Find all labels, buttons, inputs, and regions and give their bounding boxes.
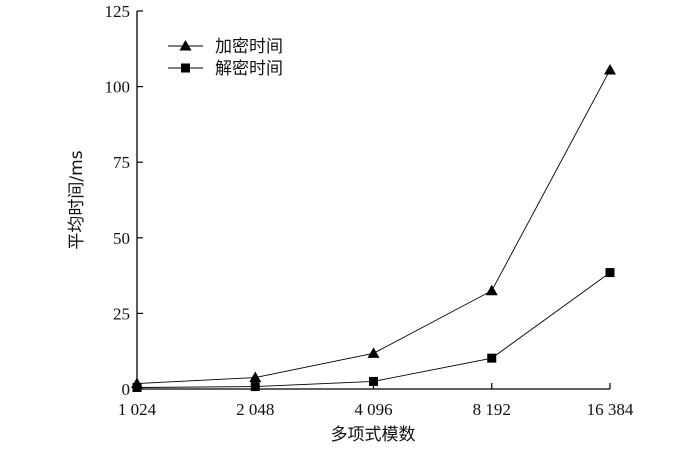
data-point [132, 382, 142, 392]
data-point [604, 63, 616, 75]
y-tick-label: 75 [113, 153, 130, 172]
y-tick-label: 25 [113, 304, 130, 323]
series-1 [131, 63, 616, 389]
y-tick-label: 50 [113, 229, 130, 248]
x-tick-label: 8 192 [473, 400, 511, 419]
y-axis-title: 平均时间/ms [67, 150, 87, 249]
legend-marker [179, 40, 192, 51]
series-2 [132, 268, 615, 392]
y-tick-label: 100 [105, 78, 131, 97]
series-line [136, 272, 611, 388]
data-point [487, 353, 497, 363]
legend-marker [181, 63, 190, 73]
y-tick-label: 125 [105, 2, 131, 21]
x-tick-label: 1 024 [118, 400, 157, 419]
y-tick-label: 0 [122, 380, 131, 399]
x-tick-label: 16 384 [587, 400, 634, 419]
legend-item: 解密时间 [168, 59, 283, 79]
x-tick-label: 4 096 [354, 400, 392, 419]
y-axis-ticks: 0 25 50 75 100 125 [105, 2, 143, 399]
series-line [136, 69, 611, 385]
legend-item: 加密时间 [168, 37, 283, 57]
series-layer [131, 63, 616, 392]
data-point [249, 371, 262, 383]
data-point [605, 268, 615, 278]
legend-label: 加密时间 [215, 37, 283, 57]
x-tick-label: 2 048 [236, 400, 274, 419]
x-axis-title: 多项式模数 [331, 425, 416, 445]
data-point [367, 347, 380, 358]
legend-label: 解密时间 [215, 59, 283, 79]
data-point [485, 284, 498, 296]
data-point [369, 376, 378, 386]
data-point [250, 382, 260, 392]
